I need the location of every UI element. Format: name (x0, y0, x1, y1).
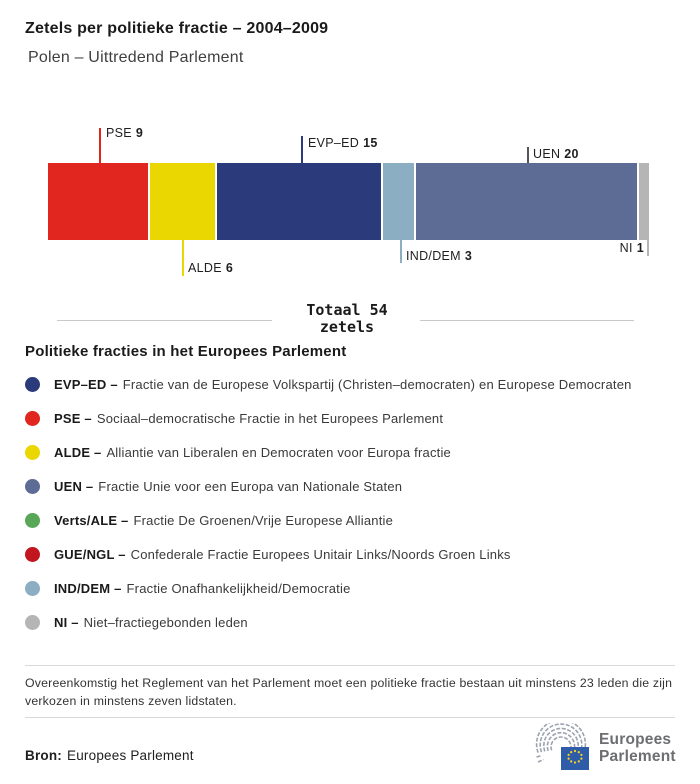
legend-dot-pse (25, 410, 40, 426)
legend-label: EVP–ED – Fractie van de Europese Volkspar… (54, 377, 632, 392)
logo-text-line2: Parlement (599, 748, 676, 765)
legend-desc: Sociaal–democratische Fractie in het Eur… (96, 410, 444, 426)
total-seats-line2: zetels (319, 318, 375, 336)
legend-item-inddem: IND/DEM – Fractie Onafhankelijkheid/Democ… (25, 571, 685, 605)
legend-item-uen: UEN – Fractie Unie voor een Europa van Na… (25, 469, 685, 503)
footnote-line1: Overeenkomstig het Reglement van het Par… (25, 676, 673, 690)
bar-label-evped: EVP–ED 15 (308, 136, 378, 150)
legend-item-evped: EVP–ED – Fractie van de Europese Volkspar… (25, 367, 685, 401)
legend-item-ni: NI – Niet–fractiegebonden leden (25, 605, 685, 639)
legend-item-pse: PSE – Sociaal–democratische Fractie in he… (25, 401, 685, 435)
bar-segment-alde (150, 163, 215, 240)
legend-dot-vertsale (25, 512, 40, 528)
legend-dot-ni (25, 614, 40, 630)
page-title: Zetels per politieke fractie – 2004–2009 (25, 20, 329, 37)
legend-desc: Niet–fractiegebonden leden (83, 614, 248, 630)
legend-desc: Fractie De Groenen/Vrije Europese Allian… (133, 512, 394, 528)
legend-abbr: ALDE – (54, 444, 102, 460)
source-value: Europees Parlement (67, 748, 194, 763)
legend-desc: Alliantie van Liberalen en Democraten vo… (106, 444, 451, 460)
logo-text: Europees Parlement (599, 731, 676, 766)
legend-abbr: NI – (54, 614, 79, 630)
logo-text-line1: Europees (599, 730, 672, 748)
bar-segment-ni (639, 163, 649, 240)
tick-evped (301, 136, 303, 163)
legend-heading: Politieke fracties in het Europees Parle… (25, 343, 347, 360)
source-label: Bron: (25, 748, 62, 763)
bar-label-pse: PSE 9 (106, 126, 143, 140)
bar-label-ni: NI 1 (620, 241, 644, 255)
bar-label-inddem: IND/DEM 3 (406, 249, 472, 263)
bar-segment-inddem (383, 163, 414, 240)
bar-label-uen-name: UEN (533, 147, 561, 161)
total-seats-line1: Totaal 54 (306, 301, 388, 319)
legend-dot-uen (25, 478, 40, 494)
bar-segment-uen (416, 163, 637, 240)
footnote: Overeenkomstig het Reglement van het Par… (25, 674, 675, 710)
source-line: Bron: Europees Parlement (25, 748, 194, 763)
legend-label: NI – Niet–fractiegebonden leden (54, 615, 248, 630)
tick-alde (182, 240, 184, 276)
footer-divider-top (25, 665, 675, 666)
legend-label: PSE – Sociaal–democratische Fractie in he… (54, 411, 443, 426)
legend-abbr: IND/DEM – (54, 580, 122, 596)
legend-desc: Fractie Unie voor een Europa van Nationa… (98, 478, 403, 494)
legend-item-guengl: GUE/NGL – Confederale Fractie Europees Un… (25, 537, 685, 571)
bar-label-pse-name: PSE (106, 126, 132, 140)
legend-dot-inddem (25, 580, 40, 596)
tick-uen (527, 147, 529, 163)
tick-pse (99, 128, 101, 163)
bar-label-alde-name: ALDE (188, 261, 222, 275)
legend-desc: Fractie van de Europese Volkspartij (Chr… (122, 376, 632, 392)
bar-label-uen-value: 20 (564, 147, 579, 161)
legend-desc: Confederale Fractie Europees Unitair Lin… (130, 546, 511, 562)
legend-abbr: UEN – (54, 478, 94, 494)
legend-dot-evped (25, 376, 40, 392)
legend-abbr: EVP–ED – (54, 376, 118, 392)
bar-label-alde: ALDE 6 (188, 261, 233, 275)
tick-inddem (400, 240, 402, 263)
footer-divider-bottom (25, 717, 675, 718)
legend-item-vertsale: Verts/ALE – Fractie De Groenen/Vrije Euro… (25, 503, 685, 537)
page-subtitle: Polen – Uittredend Parlement (28, 49, 244, 66)
bar-label-ni-value: 1 (636, 241, 644, 255)
legend-label: UEN – Fractie Unie voor een Europa van Na… (54, 479, 402, 494)
legend-dot-alde (25, 444, 40, 460)
legend-item-alde: ALDE – Alliantie van Liberalen en Democra… (25, 435, 685, 469)
legend-desc: Fractie Onafhankelijkheid/Democratie (126, 580, 351, 596)
total-divider-left (57, 320, 272, 321)
legend-dot-guengl (25, 546, 40, 562)
bar-label-alde-value: 6 (225, 261, 234, 275)
legend-label: ALDE – Alliantie van Liberalen en Democra… (54, 445, 451, 460)
bar-label-ni-name: NI (619, 241, 633, 255)
legend-abbr: PSE – (54, 410, 92, 426)
european-parliament-logo: Europees Parlement (527, 722, 687, 774)
legend-abbr: GUE/NGL – (54, 546, 126, 562)
bar-label-pse-value: 9 (135, 126, 144, 140)
legend: EVP–ED – Fractie van de Europese Volkspar… (25, 367, 685, 639)
bar-label-inddem-value: 3 (464, 249, 473, 263)
seat-bar (48, 163, 649, 240)
legend-label: GUE/NGL – Confederale Fractie Europees Un… (54, 547, 511, 562)
bar-label-inddem-name: IND/DEM (406, 249, 461, 263)
legend-label: IND/DEM – Fractie Onafhankelijkheid/Democ… (54, 581, 351, 596)
total-seats: Totaal 54 zetels (272, 302, 422, 336)
bar-segment-evped (217, 163, 381, 240)
legend-abbr: Verts/ALE – (54, 512, 129, 528)
hemicycle-flag-icon (535, 723, 589, 770)
bar-label-evped-value: 15 (363, 136, 378, 150)
bar-label-evped-name: EVP–ED (308, 136, 360, 150)
bar-segment-pse (48, 163, 148, 240)
bar-label-uen: UEN 20 (533, 147, 579, 161)
tick-ni (647, 240, 649, 256)
legend-label: Verts/ALE – Fractie De Groenen/Vrije Euro… (54, 513, 393, 528)
total-divider-right (420, 320, 634, 321)
footnote-line2: verkozen in minstens zeven lidstaten. (25, 694, 237, 708)
